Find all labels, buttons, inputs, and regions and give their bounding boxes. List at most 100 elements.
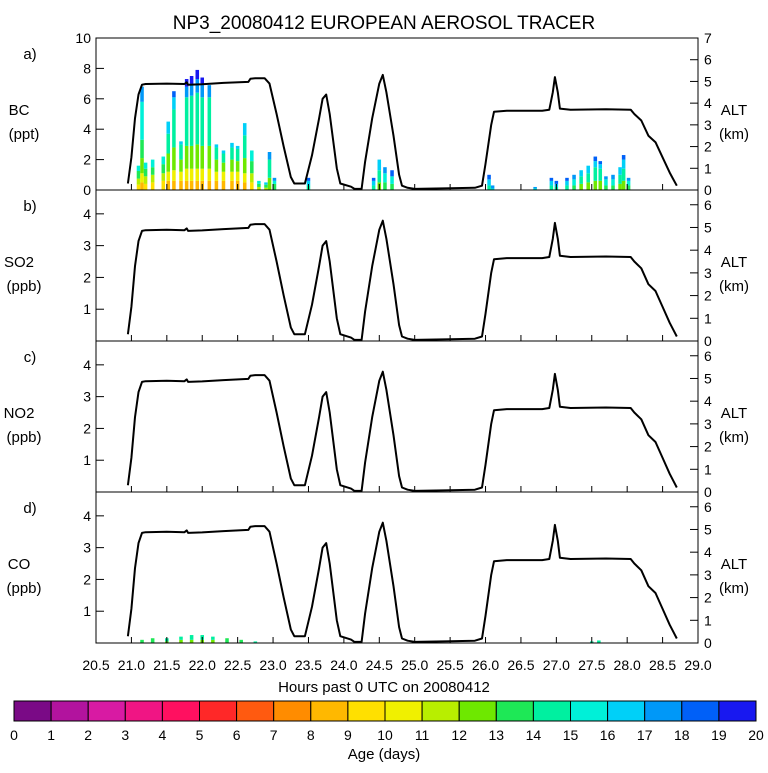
y-unit: (ppb) [6, 278, 41, 295]
age-bar-segment [230, 142, 234, 148]
age-bar-segment [189, 180, 194, 190]
age-bar-segment [235, 171, 240, 181]
age-bar-segment [195, 144, 200, 169]
age-bar-segment [371, 185, 376, 190]
y-tick-label: 2 [83, 571, 91, 587]
age-bar-segment [490, 188, 495, 190]
age-bar-segment [235, 148, 240, 162]
colorbar-tick-label: 1 [47, 727, 55, 743]
age-bar-segment [598, 161, 603, 165]
age-bar-segment [184, 86, 189, 98]
age-bar-segment [383, 167, 387, 174]
age-bar-segment [184, 168, 189, 181]
y-tick-label: 3 [83, 238, 91, 254]
y-tick-label: 3 [83, 389, 91, 405]
age-bar-segment [533, 188, 537, 190]
y2-tick-label: 4 [704, 544, 712, 560]
y2-tick-label: 1 [704, 461, 712, 477]
age-bar-segment [214, 180, 219, 190]
y-tick-label: 0 [83, 182, 91, 198]
age-bar-segment [230, 147, 234, 160]
age-bar-segment [242, 158, 247, 174]
y-tick-label: 1 [83, 301, 91, 317]
age-bar-segment [549, 177, 554, 181]
age-bar-segment [383, 182, 387, 190]
age-bar-segment [195, 79, 200, 93]
y-tick-label: 3 [83, 540, 91, 556]
colorbar-swatch [273, 700, 312, 722]
age-bar-segment [611, 179, 615, 186]
age-bar-segment [166, 121, 171, 134]
age-bar-segment [390, 183, 394, 190]
panel-co: 1 2 3 4 0 1 2 3 4 5 6 d) CO (ppb) ALT (km) [6, 491, 749, 651]
age-bar-segment [200, 85, 204, 98]
y2-label: ALT [721, 102, 747, 119]
age-bar-segment [306, 180, 311, 186]
x-tick-label: 28.0 [614, 657, 641, 673]
age-bar-segment [207, 145, 212, 169]
colorbar-tick-label: 2 [84, 727, 92, 743]
age-bar-segment [189, 145, 194, 169]
colorbar-swatch [495, 700, 534, 722]
age-bar-segment [621, 168, 626, 181]
age-bar-segment [490, 185, 495, 189]
colorbar-tick-label: 20 [748, 727, 764, 743]
age-bar-segment [150, 182, 155, 190]
age-bar-segment [184, 145, 189, 169]
age-bar-segment [214, 144, 219, 148]
age-bar-segment [621, 180, 626, 190]
age-bar-segment [211, 636, 215, 640]
age-bar-segment [150, 174, 155, 183]
colorbar-tick-label: 16 [600, 727, 616, 743]
age-bar-segment [586, 182, 590, 190]
age-bar-segment [150, 159, 155, 168]
y2-tick-label: 5 [704, 73, 712, 89]
y-tick-label: 6 [83, 91, 91, 107]
age-bar-segment [257, 186, 261, 190]
age-bar-segment [195, 180, 200, 190]
age-bar-segment [179, 144, 183, 160]
y-tick-label: 8 [83, 60, 91, 76]
y2-tick-label: 2 [704, 288, 712, 304]
age-bar-segment [221, 153, 226, 163]
age-bar-segment [143, 183, 148, 190]
age-bar-segment [143, 168, 148, 177]
age-bar-segment [172, 109, 176, 148]
y-tick-label: 10 [75, 30, 91, 46]
age-bar-segment [179, 171, 183, 181]
age-bar-segment [611, 185, 615, 190]
age-bar-segment [586, 165, 590, 174]
x-tick-label: 27.5 [578, 657, 605, 673]
altitude-line [126, 370, 678, 492]
altitude-line [126, 73, 678, 190]
age-bar-segment [598, 180, 603, 190]
y2-tick-label: 2 [704, 590, 712, 606]
age-bar-segment [161, 173, 166, 181]
age-bar-segment [579, 183, 583, 190]
age-bar-segment [242, 173, 247, 183]
colorbar-swatch [384, 700, 423, 722]
age-bar-segment [487, 185, 491, 190]
age-bar-segment [161, 180, 166, 190]
colorbar-tick-label: 11 [415, 727, 430, 743]
colorbar-tick-label: 18 [674, 727, 690, 743]
age-bar-segment [235, 161, 240, 172]
age-bar-segment [598, 164, 603, 169]
age-bar-segment [579, 170, 583, 177]
y-tick-label: 2 [83, 152, 91, 168]
age-bar-segment [200, 97, 204, 146]
age-bar-segment [136, 184, 141, 190]
age-bar-segment [565, 185, 569, 190]
colorbar-swatch [458, 700, 497, 722]
age-bar-segment [140, 158, 144, 174]
x-tick-label: 20.5 [82, 657, 109, 673]
y2-tick-label: 1 [704, 310, 712, 326]
age-bar-segment [598, 168, 603, 181]
colorbar-tick-label: 6 [233, 727, 241, 743]
y2-tick-label: 3 [704, 117, 712, 133]
age-bar-segment [172, 170, 176, 181]
age-bar-segment [207, 180, 212, 190]
x-tick-label: 23.0 [259, 657, 286, 673]
colorbar-swatch [310, 700, 349, 722]
age-bar-segment [487, 174, 491, 180]
